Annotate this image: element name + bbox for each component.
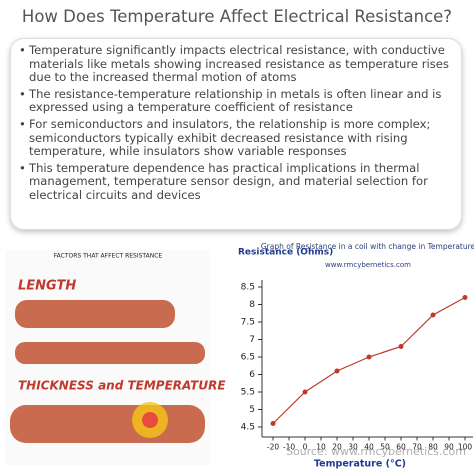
y-tick-label: 8 bbox=[249, 300, 255, 310]
data-point bbox=[334, 368, 340, 374]
x-tick-label: 50 bbox=[380, 443, 390, 452]
data-point bbox=[270, 421, 276, 426]
illustration-heading: THICKNESS and TEMPERATURE bbox=[18, 379, 226, 393]
graph-title: Graph of Resistance in a coil with chang… bbox=[261, 242, 474, 251]
wire bbox=[15, 342, 205, 364]
bullet: • For semiconductors and insulators, the … bbox=[19, 116, 451, 159]
source: Source: www.rmcybernetics.com bbox=[286, 445, 466, 458]
bullet-text: The resistance-temperature relationship … bbox=[29, 86, 442, 115]
data-line bbox=[272, 296, 466, 424]
bullet: • The resistance-temperature relationship… bbox=[19, 86, 451, 115]
x-tick-label: 100 bbox=[458, 443, 473, 452]
illustration-heading: LENGTH bbox=[18, 279, 76, 294]
x-axis-label: Temperature (°C) bbox=[314, 459, 406, 470]
y-tick-label: 4.5 bbox=[241, 423, 255, 433]
y-tick-label: 6 bbox=[249, 370, 255, 380]
x-tick-label: 0 bbox=[303, 443, 308, 452]
data-point bbox=[430, 312, 436, 318]
x-tick-label: -10 bbox=[283, 443, 295, 452]
data-point bbox=[398, 344, 404, 349]
page-title: How Does Temperature Affect Electrical R… bbox=[21, 7, 453, 26]
wire bbox=[15, 300, 175, 328]
x-tick-label: 70 bbox=[412, 443, 422, 452]
x-tick-label: 40 bbox=[364, 443, 374, 452]
x-tick-label: 30 bbox=[348, 443, 358, 452]
wire bbox=[10, 405, 205, 443]
data-point bbox=[366, 354, 372, 360]
graph-subtitle: www.rmcybernetics.com bbox=[325, 261, 411, 269]
y-tick-label: 7.5 bbox=[241, 318, 255, 328]
bullet-text: For semiconductors and insulators, the r… bbox=[29, 116, 431, 159]
x-tick-label: 90 bbox=[444, 443, 454, 452]
x-tick-label: 10 bbox=[316, 443, 326, 452]
heat bbox=[142, 412, 158, 428]
bullet: • This temperature dependence has practic… bbox=[19, 160, 451, 203]
illustration-title: FACTORS THAT AFFECT RESISTANCE bbox=[54, 253, 163, 260]
y-axis-label: Resistance (Ohms) bbox=[238, 248, 333, 258]
y-tick-label: 5.5 bbox=[241, 388, 255, 398]
bullet-text: This temperature dependence has practica… bbox=[29, 160, 428, 202]
y-tick-label: 8.5 bbox=[241, 283, 255, 293]
bullet-box: • Temperature significantly impacts elect… bbox=[10, 38, 462, 230]
x-tick-label: -20 bbox=[267, 443, 279, 452]
bullet-text: Temperature significantly impacts electr… bbox=[29, 43, 449, 85]
data-point bbox=[302, 389, 308, 395]
y-tick-label: 5 bbox=[249, 405, 255, 415]
data-point bbox=[462, 295, 468, 300]
y-tick-label: 6.5 bbox=[241, 353, 255, 363]
x-tick-label: 20 bbox=[332, 443, 342, 452]
x-tick-label: 60 bbox=[396, 443, 406, 452]
x-tick-label: 80 bbox=[428, 443, 438, 452]
y-tick-label: 7 bbox=[249, 335, 255, 345]
bullet: • Temperature significantly impacts elect… bbox=[19, 43, 451, 85]
